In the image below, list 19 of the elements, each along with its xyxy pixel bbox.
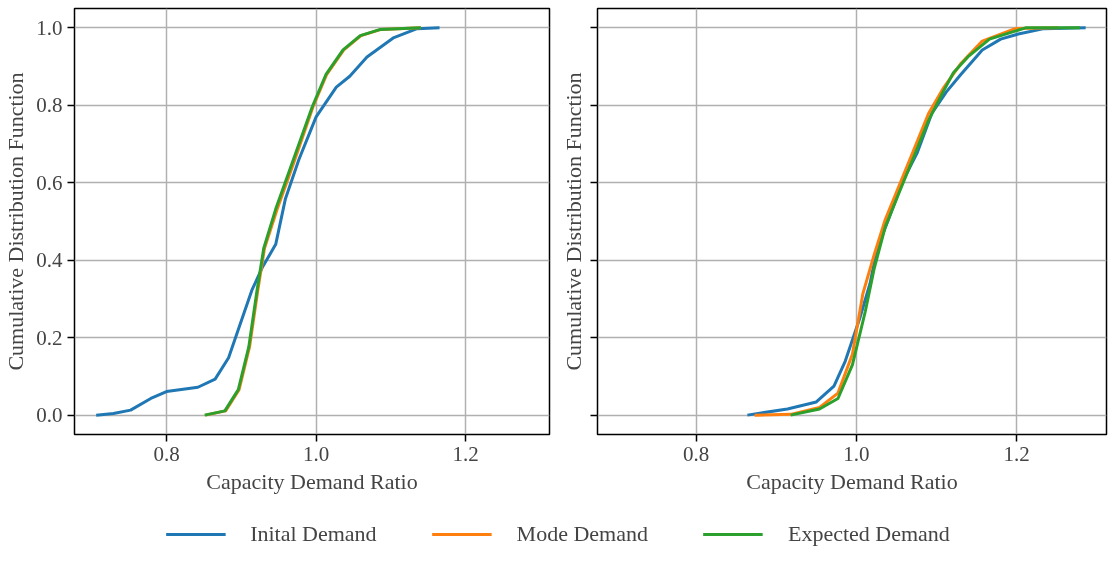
legend-label: Mode Demand [516,521,648,547]
legend-label: Inital Demand [250,521,377,547]
y-tick-label: 0.0 [36,403,63,428]
y-tick-label: 1.0 [36,15,63,40]
y-axis-title: Cumulative Distribution Function [3,72,29,371]
y-tick-label: 0.8 [36,93,63,118]
x-axis-title: Capacity Demand Ratio [206,468,418,494]
x-tick-label: 1.2 [1003,441,1030,466]
y-tick-label: 0.4 [36,248,63,273]
y-tick-label: 0.2 [36,325,63,350]
x-tick-label: 1.0 [302,441,330,466]
x-tick-label: 0.8 [682,441,710,466]
y-tick-label: 0.6 [36,170,63,195]
legend-label: Expected Demand [787,521,950,547]
y-axis-title: Cumulative Distribution Function [560,72,586,371]
x-axis-title: Capacity Demand Ratio [746,468,958,494]
x-tick-label: 1.0 [843,441,870,466]
x-tick-label: 0.8 [153,441,180,466]
x-tick-label: 1.2 [452,441,479,466]
